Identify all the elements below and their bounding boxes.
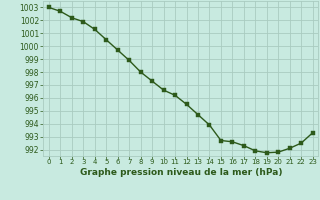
X-axis label: Graphe pression niveau de la mer (hPa): Graphe pression niveau de la mer (hPa)	[80, 168, 282, 177]
